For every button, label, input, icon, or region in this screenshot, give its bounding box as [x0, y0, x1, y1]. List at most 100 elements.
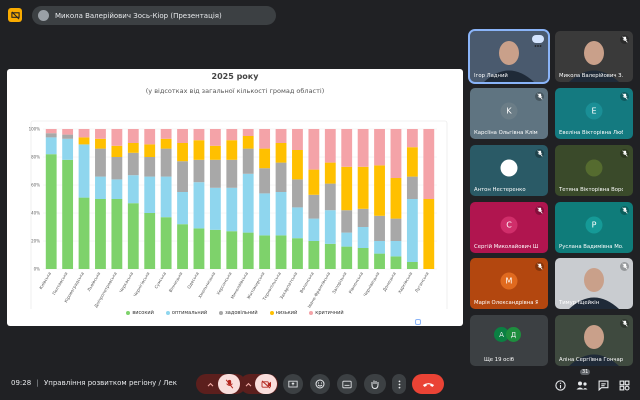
- bar-segment-оптимальний: [292, 207, 303, 239]
- leave-call-button[interactable]: [412, 374, 444, 394]
- bar-segment-оптимальний: [62, 138, 74, 160]
- participant-avatar: M: [500, 272, 518, 290]
- slide-corner-icon: [415, 319, 421, 325]
- presenter-chip[interactable]: Микола Валерійович Зось-Кіор (Презентаці…: [32, 6, 276, 25]
- presentation-warning-icon[interactable]: [8, 8, 22, 22]
- bar-segment-задовільний: [160, 148, 172, 177]
- participant-avatar: C: [500, 216, 518, 234]
- participant-tile[interactable]: M Марія Олександрівна Я...: [470, 258, 548, 309]
- bar-segment-задовільний: [193, 159, 205, 183]
- bar-segment-критичний: [406, 129, 418, 148]
- mic-options-button[interactable]: [202, 374, 218, 394]
- participant-tile[interactable]: А Д Ще 19 осіб: [470, 315, 548, 366]
- bar-segment-низький: [259, 148, 271, 169]
- raise-hand-button[interactable]: [364, 374, 386, 394]
- bar-segment-низький: [95, 138, 106, 149]
- x-tick-label: Луганська: [414, 271, 430, 294]
- bar-segment-критичний: [275, 129, 287, 143]
- participant-avatar: E: [585, 102, 603, 120]
- legend-item: критичний: [309, 310, 344, 316]
- clock: 09:28: [11, 379, 32, 387]
- bar-segment-критичний: [95, 129, 106, 139]
- bar-segment-критичний: [144, 129, 156, 145]
- mic-off-icon: [620, 262, 629, 271]
- captions-button[interactable]: [337, 374, 357, 394]
- bar-segment-оптимальний: [226, 187, 238, 232]
- bar-segment-низький: [324, 162, 336, 184]
- participant-video: [555, 258, 633, 309]
- bar-segment-високий: [95, 199, 106, 269]
- bar-segment-високий: [374, 253, 385, 269]
- bar-segment-низький: [275, 143, 287, 163]
- bar-segment-низький: [374, 165, 385, 216]
- bar-segment-оптимальний: [177, 192, 188, 225]
- mic-off-icon: [535, 92, 544, 101]
- bar-segment-критичний: [226, 129, 238, 141]
- x-tick-label: Черкаська: [118, 271, 134, 294]
- bar-segment-оптимальний: [357, 227, 369, 248]
- bar-segment-оптимальний: [341, 232, 353, 247]
- bar-segment-задовільний: [259, 168, 271, 194]
- bar-segment-критичний: [341, 129, 353, 167]
- bottom-bar: 09:28 | Управління розвитком регіону / Л…: [0, 369, 640, 400]
- bar-segment-критичний: [259, 129, 271, 149]
- bar-segment-високий: [308, 241, 320, 269]
- bar-segment-критичний: [111, 129, 123, 146]
- legend-item: низький: [269, 310, 297, 316]
- bar-segment-задовільний: [45, 133, 57, 138]
- participant-video: [555, 315, 633, 366]
- y-tick-label: 60%: [31, 183, 40, 188]
- bar-segment-високий: [177, 224, 188, 269]
- participant-tile[interactable]: Микола Валерійович З...: [555, 31, 633, 82]
- x-tick-label: Хмельницька: [197, 271, 216, 300]
- participant-tile[interactable]: Тимур Іщейкін: [555, 258, 633, 309]
- bar-segment-оптимальний: [160, 176, 172, 218]
- participant-avatar: K: [500, 102, 518, 120]
- bar-segment-задовільний: [242, 148, 254, 174]
- participant-tile[interactable]: E Евеліна Вікторівна Люб...: [555, 88, 633, 139]
- bar-segment-оптимальний: [95, 176, 106, 199]
- tile-options-button[interactable]: [532, 35, 544, 47]
- x-tick-label: Полтавська: [51, 271, 68, 296]
- bar-segment-низький: [406, 147, 418, 177]
- bar-segment-низький: [144, 144, 156, 157]
- activities-icon: [619, 380, 630, 391]
- bar-segment-задовільний: [127, 152, 139, 176]
- present-button[interactable]: [283, 374, 303, 394]
- bar-segment-оптимальний: [111, 179, 123, 199]
- camera-options-button[interactable]: [241, 374, 255, 394]
- bar-segment-оптимальний: [259, 193, 271, 236]
- participant-tile[interactable]: K Карсіїна Ольгівна Клім...: [470, 88, 548, 139]
- end-call-icon: [422, 382, 434, 387]
- meeting-info: 09:28 | Управління розвитком регіону / Л…: [11, 379, 177, 387]
- mic-off-button[interactable]: [218, 374, 240, 394]
- participant-avatar: P: [585, 216, 603, 234]
- meeting-details-button[interactable]: [555, 376, 566, 395]
- x-tick-label: Херсонська: [216, 271, 233, 296]
- participant-tile[interactable]: Антон Нестеренко: [470, 145, 548, 196]
- mic-off-icon: [620, 35, 629, 44]
- mic-off-icon: [535, 262, 544, 271]
- camera-off-button[interactable]: [255, 374, 277, 394]
- captions-icon: [342, 380, 352, 388]
- reactions-button[interactable]: [310, 374, 330, 394]
- bar-segment-високий: [357, 248, 369, 269]
- participant-tile[interactable]: Ігор Ладний: [468, 29, 550, 84]
- participant-tile[interactable]: Тетяна Вікторівна Воро...: [555, 145, 633, 196]
- bar-segment-оптимальний: [242, 173, 254, 233]
- info-icon: [555, 380, 566, 391]
- bar-segment-оптимальний: [144, 176, 156, 213]
- participant-name: Ігор Ладний: [474, 73, 508, 79]
- participant-tile[interactable]: Аліна Сергіївна Гончар...: [555, 315, 633, 366]
- activities-button[interactable]: [619, 376, 630, 395]
- bar-segment-задовільний: [209, 159, 221, 188]
- people-button[interactable]: 31: [576, 369, 591, 395]
- bar-segment-низький: [111, 145, 123, 157]
- chevron-up-icon: [245, 382, 251, 387]
- chat-button[interactable]: [598, 376, 609, 395]
- participant-tile[interactable]: P Руслана Вадимівна Мо...: [555, 202, 633, 253]
- bar-segment-високий: [111, 199, 123, 269]
- more-options-button[interactable]: [392, 374, 406, 394]
- participant-tile[interactable]: C Сергій Миколайович Ш...: [470, 202, 548, 253]
- bar-segment-критичний: [177, 129, 188, 143]
